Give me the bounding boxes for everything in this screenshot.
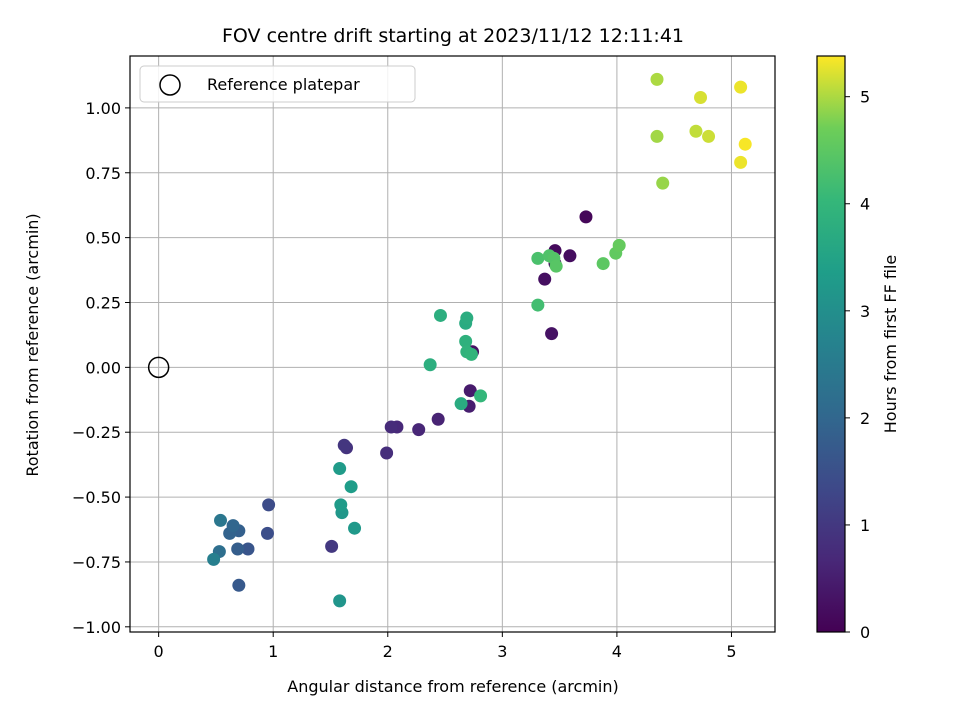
colorbar-tick-label: 3 xyxy=(860,302,870,321)
data-point xyxy=(463,384,477,398)
x-tick-label: 4 xyxy=(612,642,622,661)
colorbar-frame xyxy=(816,55,846,633)
data-point xyxy=(689,124,703,138)
y-tick-label: 0.25 xyxy=(85,293,121,312)
data-point xyxy=(344,480,358,494)
data-point xyxy=(412,423,426,437)
x-tick-label: 2 xyxy=(383,642,393,661)
data-point xyxy=(214,513,228,527)
data-point xyxy=(431,412,445,426)
colorbar-label: Hours from first FF file xyxy=(881,255,900,434)
chart-title: FOV centre drift starting at 2023/11/12 … xyxy=(222,25,684,47)
y-tick-label: 0.00 xyxy=(85,358,121,377)
data-point xyxy=(460,311,474,325)
data-point xyxy=(459,334,473,348)
data-point xyxy=(734,80,748,94)
data-point xyxy=(207,552,221,566)
data-point xyxy=(702,129,716,143)
y-axis-ticks: −1.00 −0.75 −0.50 −0.25 0.00 0.25 0.50 0.75 1.00 xyxy=(72,99,130,637)
legend-marker-icon xyxy=(159,74,181,96)
data-point xyxy=(545,327,559,341)
colorbar xyxy=(817,56,845,632)
colorbar-ticks: 0 1 2 3 4 5 xyxy=(845,88,870,642)
legend-label: Reference platepar xyxy=(207,75,360,94)
y-tick-label: 0.50 xyxy=(85,229,121,248)
data-point xyxy=(334,498,348,512)
colorbar-tick-label: 2 xyxy=(860,409,870,428)
legend-box xyxy=(139,65,416,103)
data-point xyxy=(226,519,240,533)
data-point xyxy=(241,542,255,556)
y-axis-label: Rotation from reference (arcmin) xyxy=(23,213,42,476)
colorbar-tick-label: 1 xyxy=(860,516,870,535)
data-point xyxy=(694,91,708,105)
x-tick-label: 1 xyxy=(268,642,278,661)
data-point xyxy=(231,542,245,556)
data-point xyxy=(325,539,339,553)
y-tick-label: −0.25 xyxy=(72,423,121,442)
legend: Reference platepar xyxy=(139,65,416,103)
data-point xyxy=(650,129,664,143)
data-point xyxy=(433,308,447,322)
data-point xyxy=(384,420,398,434)
y-tick-label: −0.50 xyxy=(72,488,121,507)
data-point xyxy=(474,389,488,403)
data-point xyxy=(531,251,545,265)
x-tick-label: 5 xyxy=(726,642,736,661)
data-point xyxy=(423,358,437,372)
data-point xyxy=(738,137,752,151)
data-point xyxy=(232,578,246,592)
data-point xyxy=(656,176,670,190)
x-axis-label: Angular distance from reference (arcmin) xyxy=(287,677,618,696)
x-tick-label: 0 xyxy=(154,642,164,661)
y-tick-label: −1.00 xyxy=(72,618,121,637)
data-point xyxy=(348,521,362,535)
y-tick-label: 0.75 xyxy=(85,164,121,183)
data-point xyxy=(380,446,394,460)
data-point xyxy=(538,272,552,286)
data-point xyxy=(454,397,468,411)
data-point xyxy=(650,72,664,86)
data-point xyxy=(333,594,347,608)
data-point xyxy=(531,298,545,312)
colorbar-tick-label: 4 xyxy=(860,195,870,214)
x-axis-ticks: 0 1 2 3 4 5 xyxy=(154,632,737,661)
y-tick-label: 1.00 xyxy=(85,99,121,118)
data-point xyxy=(734,155,748,169)
data-point xyxy=(612,238,626,252)
data-points xyxy=(207,72,752,608)
data-point xyxy=(549,259,563,273)
x-tick-label: 3 xyxy=(497,642,507,661)
colorbar-tick-label: 5 xyxy=(860,88,870,107)
colorbar-tick-label: 0 xyxy=(860,623,870,642)
data-point xyxy=(596,257,610,271)
reference-platepar-marker xyxy=(147,356,170,379)
data-point xyxy=(464,347,478,361)
data-point xyxy=(333,462,347,476)
data-point xyxy=(563,249,577,263)
data-point xyxy=(579,210,593,224)
grid xyxy=(130,56,775,632)
axes-frame xyxy=(129,55,776,633)
y-tick-label: −0.75 xyxy=(72,553,121,572)
data-point xyxy=(337,438,351,452)
data-point xyxy=(262,498,276,512)
data-point xyxy=(260,526,274,540)
